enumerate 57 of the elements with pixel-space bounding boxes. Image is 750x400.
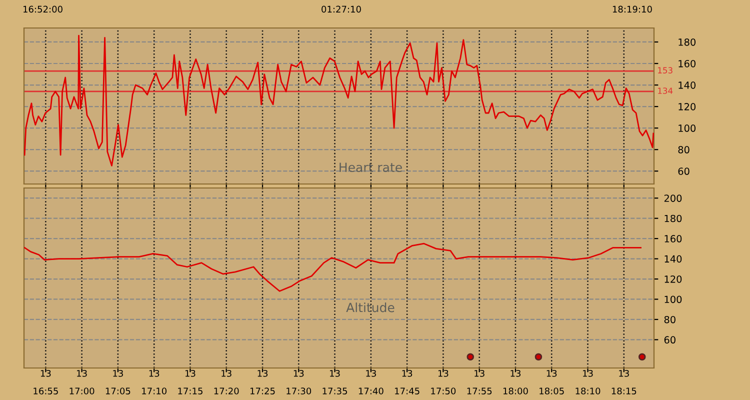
text: 13 xyxy=(583,370,593,377)
x-tick-label: 18:00 xyxy=(503,388,528,394)
text: 13 xyxy=(619,370,629,377)
text: 01:27:10 xyxy=(322,6,361,13)
x-tick-label: 17:50 xyxy=(431,388,456,394)
y-tick-label: 140 xyxy=(664,255,682,263)
y-tick-label: 180 xyxy=(678,38,696,46)
y-tick-label: 80 xyxy=(678,146,690,154)
text: 13 xyxy=(185,370,196,377)
y-tick-label: 60 xyxy=(664,336,676,344)
x-tick-label: 17:45 xyxy=(395,388,420,394)
text: 13 xyxy=(258,370,268,377)
y-tick-label: 100 xyxy=(678,124,696,132)
text: 13 xyxy=(438,370,448,377)
y-tick-label: 80 xyxy=(664,316,676,324)
y-tick-label: 140 xyxy=(678,82,696,89)
text: 13 xyxy=(330,370,340,377)
y-tick-label: 120 xyxy=(664,275,682,283)
x-tick-label: 17:20 xyxy=(214,388,239,394)
x-tick-label: 17:00 xyxy=(70,388,94,394)
x-tick-label: 18:15 xyxy=(612,388,636,394)
text: 16:52:00 xyxy=(23,6,62,13)
x-tick-label: 18:10 xyxy=(576,388,600,394)
y-tick-label: 60 xyxy=(678,168,690,175)
y-tick-label: 200 xyxy=(664,194,682,202)
text: 13 xyxy=(40,370,51,377)
text: 13 xyxy=(366,370,376,377)
x-tick-label: 17:40 xyxy=(358,388,384,394)
x-tick-label: 17:35 xyxy=(322,388,347,394)
x-tick-label: 17:15 xyxy=(178,388,202,394)
annotation: Altitude xyxy=(346,302,394,312)
x-tick-label: 18:05 xyxy=(540,388,564,394)
text: 13 xyxy=(546,370,557,377)
text: 13 xyxy=(77,370,87,377)
y-tick-label: 160 xyxy=(678,60,696,68)
text: 13 xyxy=(149,370,160,377)
x-tick-label: 17:55 xyxy=(467,388,492,394)
x-tick-label: 17:05 xyxy=(106,388,130,394)
text: 13 xyxy=(474,370,484,377)
text: 13 xyxy=(222,370,232,377)
y-tick-label: 180 xyxy=(664,214,682,222)
y-tick-label: 120 xyxy=(678,103,696,110)
y-tick-label: 100 xyxy=(664,296,682,304)
x-tick-label: 17:25 xyxy=(250,388,275,394)
text: 13 xyxy=(510,370,521,377)
line-series xyxy=(24,242,642,292)
x-tick-label: 16:55 xyxy=(34,388,58,394)
y-tick-label: 160 xyxy=(664,235,682,242)
text: 13 xyxy=(113,370,123,377)
text: 13 xyxy=(294,370,304,377)
annotation: Heart rate xyxy=(340,162,402,172)
text: 18:19:10 xyxy=(612,6,652,13)
x-tick-label: 17:30 xyxy=(286,388,312,394)
ref-line-label: 134 xyxy=(658,88,673,94)
ref-line-label: 153 xyxy=(658,67,672,74)
text: 13 xyxy=(402,370,412,377)
x-tick-label: 17:10 xyxy=(142,388,167,394)
